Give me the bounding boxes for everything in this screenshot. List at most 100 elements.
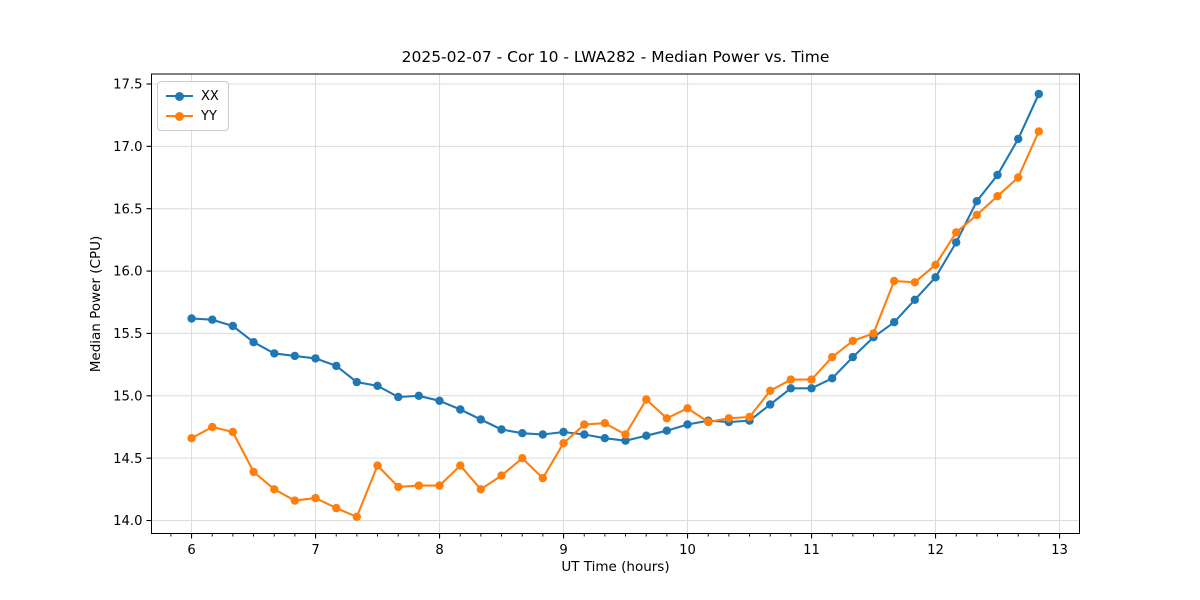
data-point-yy <box>745 412 754 422</box>
data-point-yy <box>518 454 527 463</box>
grid-lines <box>151 74 1080 534</box>
data-point-xx <box>290 351 299 361</box>
series-yy-line <box>190 130 1040 518</box>
y-tick-label: 17.0 <box>113 140 142 155</box>
legend-marker-yy-icon <box>166 111 193 121</box>
data-point-yy <box>497 471 506 480</box>
y-tick-label: 15.0 <box>113 389 142 404</box>
chart-title: 2025-02-07 - Cor 10 - LWA282 - Median Po… <box>401 48 830 66</box>
legend-label-xx: XX <box>201 88 219 104</box>
data-point-xx <box>600 434 609 443</box>
data-point-xx <box>1014 134 1023 144</box>
data-point-yy <box>621 430 630 439</box>
data-point-yy <box>538 473 547 483</box>
data-point-yy <box>704 417 713 427</box>
data-point-xx <box>538 430 547 439</box>
x-tick-label: 9 <box>559 543 567 558</box>
data-point-yy <box>456 461 465 470</box>
data-point-yy <box>270 485 279 494</box>
data-point-yy <box>952 228 961 237</box>
data-point-yy <box>869 329 878 338</box>
data-point-yy <box>187 434 196 443</box>
data-point-yy <box>208 422 217 432</box>
spines <box>151 73 1080 534</box>
data-point-yy <box>890 276 899 286</box>
data-point-xx <box>972 197 981 206</box>
legend-entry-yy: YY <box>166 106 219 126</box>
data-point-yy <box>1014 173 1023 182</box>
x-tick-label: 10 <box>679 543 696 558</box>
y-tick-label: 16.0 <box>113 265 142 280</box>
data-point-yy <box>807 375 816 384</box>
data-point-yy <box>828 352 837 362</box>
data-point-xx <box>373 381 382 390</box>
data-point-yy <box>435 481 444 490</box>
x-axis-label: UT Time (hours) <box>561 559 670 575</box>
data-point-xx <box>786 384 795 393</box>
data-point-xx <box>249 338 258 347</box>
series-yy <box>187 127 1044 521</box>
data-point-xx <box>456 405 465 414</box>
data-point-xx <box>352 377 361 387</box>
data-point-yy <box>724 414 733 423</box>
data-point-xx <box>683 420 692 429</box>
data-point-yy <box>290 496 299 505</box>
data-point-yy <box>311 493 320 503</box>
data-point-yy <box>373 461 382 470</box>
x-tick-label: 12 <box>927 543 944 558</box>
data-point-yy <box>910 278 919 287</box>
data-point-xx <box>559 427 568 437</box>
tick-labels: 6 7 8 9 10 11 12 13 14.0 14.5 15.0 15.5 16.0 16.5 17.0… <box>113 78 1068 558</box>
data-point-xx <box>1034 89 1044 99</box>
plot-border <box>151 73 1080 534</box>
data-point-yy <box>642 395 651 404</box>
data-point-yy <box>786 375 795 384</box>
legend-entry-xx: XX <box>166 86 219 106</box>
data-point-xx <box>208 315 217 324</box>
data-point-yy <box>414 481 423 490</box>
data-point-xx <box>270 349 279 358</box>
data-point-yy <box>600 419 609 428</box>
x-tick-label: 8 <box>435 543 443 558</box>
data-point-xx <box>187 314 196 323</box>
legend-label-yy: YY <box>201 108 217 124</box>
data-point-xx <box>828 374 837 383</box>
data-point-xx <box>807 384 816 393</box>
data-point-yy <box>1034 127 1044 136</box>
x-tick-label: 11 <box>803 543 820 558</box>
data-point-xx <box>497 425 506 434</box>
data-point-xx <box>931 273 940 282</box>
legend: XX YY <box>157 81 229 131</box>
data-point-yy <box>993 192 1002 201</box>
data-point-yy <box>683 404 692 413</box>
x-tick-label: 13 <box>1051 543 1068 558</box>
x-tick-label: 6 <box>187 543 195 558</box>
data-point-yy <box>394 482 403 492</box>
data-point-yy <box>332 503 341 513</box>
y-tick-label: 14.5 <box>113 452 142 467</box>
y-axis-label-text: Median Power (CPU) <box>88 235 104 373</box>
data-point-xx <box>580 430 589 439</box>
data-point-yy <box>848 336 857 346</box>
data-point-yy <box>766 386 775 395</box>
data-point-yy <box>559 439 568 448</box>
data-point-xx <box>476 415 485 424</box>
data-point-yy <box>580 420 589 429</box>
legend-marker-xx-icon <box>166 91 193 101</box>
data-point-xx <box>642 431 651 440</box>
data-point-xx <box>952 238 961 247</box>
data-point-yy <box>228 427 237 437</box>
axis-ticks <box>146 83 1061 539</box>
data-point-xx <box>848 352 857 362</box>
data-point-yy <box>352 512 361 521</box>
data-point-xx <box>394 392 403 402</box>
data-point-xx <box>435 396 444 405</box>
x-tick-label: 7 <box>311 543 319 558</box>
data-point-xx <box>662 426 671 435</box>
data-point-xx <box>414 391 423 400</box>
data-point-yy <box>972 210 981 220</box>
data-point-xx <box>890 318 899 327</box>
data-point-xx <box>910 295 919 304</box>
y-tick-label: 15.5 <box>113 327 142 342</box>
